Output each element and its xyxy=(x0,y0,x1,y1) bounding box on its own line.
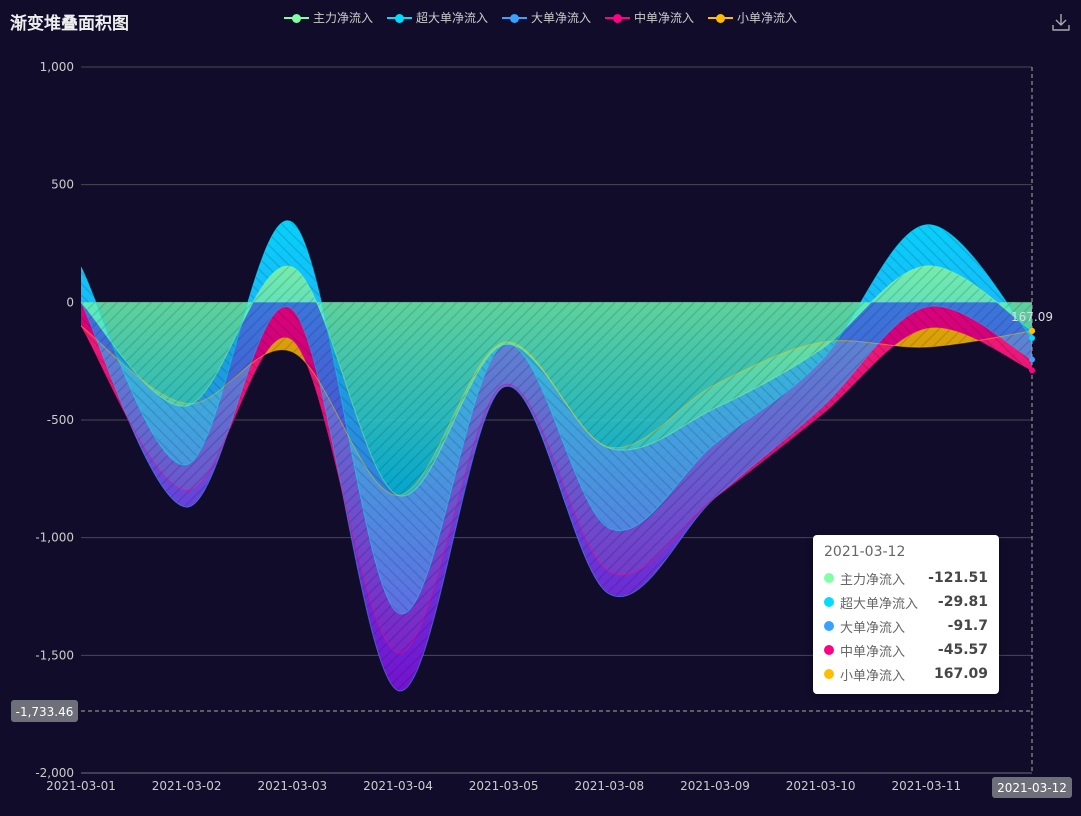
tooltip-value: -91.7 xyxy=(947,618,988,634)
x-tick-label: 2021-03-02 xyxy=(152,779,222,793)
legend: 主力净流入 超大单净流入 大单净流入 中单净流入 小单净流入 xyxy=(0,9,1081,26)
x-tick-label: 2021-03-05 xyxy=(469,779,539,793)
tooltip-marker xyxy=(824,669,834,679)
data-point-4 xyxy=(1029,367,1035,374)
legend-swatch xyxy=(386,11,412,25)
legend-item[interactable]: 超大单净流入 xyxy=(386,9,488,26)
data-point-5 xyxy=(1029,327,1035,334)
series-area-2 xyxy=(81,220,1032,615)
x-tick-label: 2021-03-09 xyxy=(680,779,750,793)
x-tick-label: 2021-03-03 xyxy=(257,779,327,793)
tooltip-date: 2021-03-12 xyxy=(824,544,906,560)
series-area-3 xyxy=(81,220,1032,692)
tooltip-marker xyxy=(824,621,834,631)
axis-pointer-x-label: 2021-03-12 xyxy=(992,777,1072,798)
legend-label: 小单净流入 xyxy=(737,11,798,25)
y-tick-label: 1,000 xyxy=(40,60,74,74)
legend-item[interactable]: 主力净流入 xyxy=(283,9,373,26)
legend-item[interactable]: 大单净流入 xyxy=(501,9,591,26)
tooltip-row: 超大单净流入 -29.81 xyxy=(824,590,988,614)
tooltip-series-name: 小单净流入 xyxy=(840,668,906,684)
tooltip-marker xyxy=(824,573,834,583)
tooltip-series-name: 超大单净流入 xyxy=(840,596,919,612)
x-tick-label: 2021-03-04 xyxy=(363,779,433,793)
legend-label: 中单净流入 xyxy=(634,11,695,25)
legend-swatch xyxy=(501,11,527,25)
tooltip: 2021-03-12 主力净流入 -121.51 超大单净流入 -29.81 大单净流入… xyxy=(813,535,999,694)
legend-item[interactable]: 小单净流入 xyxy=(708,9,797,26)
tooltip-row: 主力净流入 -121.51 xyxy=(824,566,988,590)
tooltip-value: 167.09 xyxy=(933,666,988,682)
axis-pointer-y-label: -1,733.46 xyxy=(11,700,78,722)
legend-swatch xyxy=(283,11,309,25)
y-tick-label: -1,500 xyxy=(35,648,74,662)
series-line-2 xyxy=(80,220,1033,615)
download-icon[interactable] xyxy=(1051,12,1071,32)
tooltip-row: 小单净流入 167.09 xyxy=(824,662,988,686)
legend-label: 主力净流入 xyxy=(312,11,373,25)
y-tick-label: -2,000 xyxy=(35,766,74,780)
tooltip-row: 大单净流入 -91.7 xyxy=(824,614,988,638)
tooltip-series-name: 主力净流入 xyxy=(840,572,906,588)
tooltip-row: 中单净流入 -45.57 xyxy=(824,638,988,662)
x-tick-label: 2021-03-08 xyxy=(574,779,644,793)
tooltip-marker xyxy=(824,597,834,607)
legend-swatch xyxy=(708,11,734,25)
y-tick-label: -1,000 xyxy=(35,531,74,545)
series-line-1 xyxy=(80,265,1033,497)
data-label: 167.09 xyxy=(1011,310,1053,324)
x-tick-label: 2021-03-10 xyxy=(786,779,856,793)
svg-text:2021-03-12: 2021-03-12 xyxy=(997,781,1067,795)
chart-title: 渐变堆叠面积图 xyxy=(10,14,129,34)
tooltip-value: -121.51 xyxy=(928,570,988,586)
series-line-3 xyxy=(80,302,1033,692)
y-tick-label: 0 xyxy=(66,295,74,309)
tooltip-series-name: 中单净流入 xyxy=(840,644,906,660)
x-tick-label: 2021-03-11 xyxy=(891,779,961,793)
legend-item[interactable]: 中单净流入 xyxy=(605,9,694,26)
tooltip-series-name: 大单净流入 xyxy=(840,620,906,636)
tooltip-value: -29.81 xyxy=(937,594,988,610)
legend-swatch xyxy=(605,11,630,25)
svg-text:-1,733.46: -1,733.46 xyxy=(16,705,74,719)
areas xyxy=(81,220,1032,692)
data-point-3 xyxy=(1029,356,1035,363)
y-tick-label: -500 xyxy=(47,413,74,427)
series-line-5 xyxy=(80,325,1033,496)
legend-label: 大单净流入 xyxy=(530,11,591,25)
data-point-2 xyxy=(1029,334,1035,341)
x-tick-label: 2021-03-01 xyxy=(46,779,116,793)
y-tick-label: 500 xyxy=(51,178,74,192)
tooltip-marker xyxy=(824,645,834,655)
tooltip-value: -45.57 xyxy=(937,642,988,658)
legend-label: 超大单净流入 xyxy=(415,11,488,25)
series-line-4 xyxy=(80,325,1033,654)
series-area-1 xyxy=(81,265,1032,497)
